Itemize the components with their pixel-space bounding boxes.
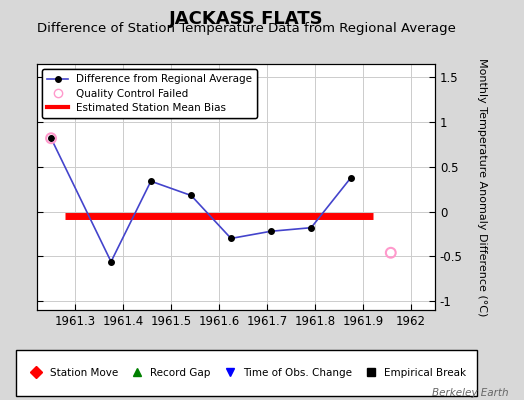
Point xyxy=(387,250,395,256)
Text: Difference of Station Temperature Data from Regional Average: Difference of Station Temperature Data f… xyxy=(37,22,456,35)
Point xyxy=(47,135,55,142)
Text: Berkeley Earth: Berkeley Earth xyxy=(432,388,508,398)
FancyBboxPatch shape xyxy=(16,350,477,396)
Text: JACKASS FLATS: JACKASS FLATS xyxy=(169,10,324,28)
Legend: Station Move, Record Gap, Time of Obs. Change, Empirical Break: Station Move, Record Gap, Time of Obs. C… xyxy=(22,364,471,382)
Legend: Difference from Regional Average, Quality Control Failed, Estimated Station Mean: Difference from Regional Average, Qualit… xyxy=(42,69,257,118)
Y-axis label: Monthly Temperature Anomaly Difference (°C): Monthly Temperature Anomaly Difference (… xyxy=(476,58,487,316)
